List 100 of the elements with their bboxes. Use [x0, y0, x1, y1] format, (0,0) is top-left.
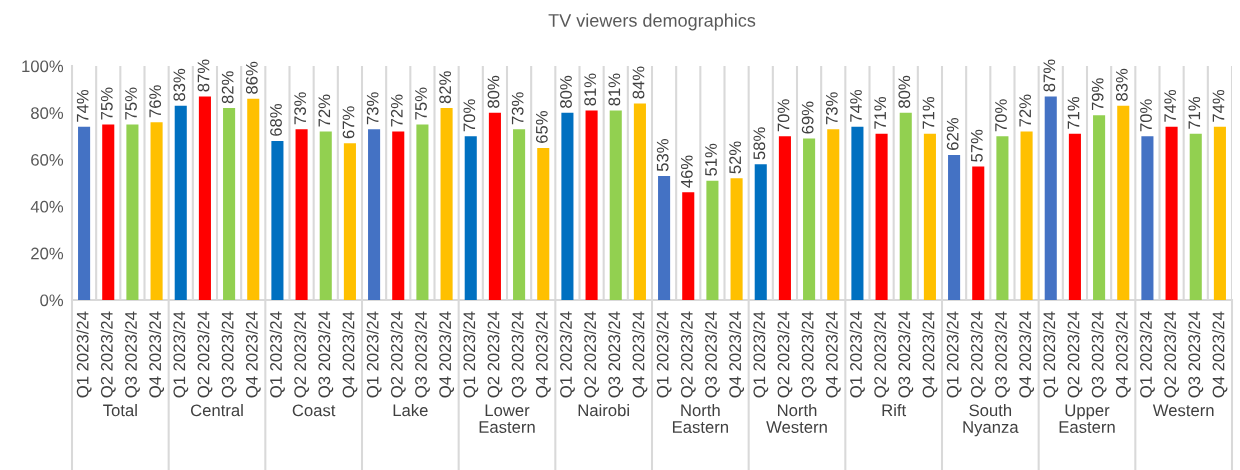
bar	[658, 175, 671, 300]
data-label: 73%	[825, 92, 838, 125]
text: Q4 2023/24	[922, 311, 938, 398]
data-label: 87%	[197, 59, 210, 92]
text: Q4 2023/24	[535, 311, 551, 398]
data-label: 68%	[270, 103, 282, 136]
text: Q1 2023/24	[269, 311, 285, 398]
data-label: 87%	[1043, 59, 1056, 92]
text: Q1 2023/24	[946, 311, 962, 398]
bar	[537, 147, 550, 300]
text: Q4 2023/24	[1212, 311, 1228, 398]
data-label: 70%	[995, 99, 1007, 132]
text: Q3 2023/24	[801, 311, 817, 398]
x-tick-label: Nairobi	[578, 404, 629, 417]
bar	[295, 129, 308, 300]
text: Q4 2023/24	[245, 311, 261, 398]
text: Q3 2023/24	[897, 311, 914, 398]
bar	[827, 129, 840, 300]
bar	[803, 138, 816, 300]
text: Q4 2023/24	[632, 311, 648, 398]
x-tick-label: Western	[1152, 404, 1214, 417]
bar	[585, 110, 598, 300]
data-label: 71%	[1188, 96, 1201, 129]
data-label: 57%	[970, 129, 983, 162]
data-label: 82%	[439, 71, 452, 104]
bar	[368, 129, 381, 300]
text: Q1 2023/24	[559, 311, 575, 398]
text: Q2 2023/24	[777, 311, 793, 398]
text: Q3 2023/24	[124, 311, 140, 398]
bar	[875, 133, 888, 300]
bar	[271, 140, 284, 300]
data-label: 82%	[221, 71, 234, 104]
text: Q4 2023/24	[1115, 311, 1131, 398]
text: Q3 2023/24	[317, 311, 334, 398]
data-label: 81%	[584, 73, 597, 106]
text: Q3 2023/24	[221, 311, 237, 398]
bar	[561, 112, 574, 300]
text: Q1 2023/24	[462, 311, 479, 398]
text: Q1 2023/24	[76, 311, 92, 398]
text: Q2 2023/24	[1163, 311, 1180, 398]
data-label: 70%	[777, 99, 790, 132]
bar	[609, 110, 622, 300]
text: Q2 2023/24	[970, 311, 986, 398]
bar	[1165, 126, 1178, 300]
x-tick-label: North Eastern	[672, 404, 728, 433]
bar	[972, 166, 985, 300]
data-label: 76%	[149, 85, 162, 118]
data-label: 74%	[850, 89, 862, 122]
bar	[126, 124, 139, 300]
data-label: 80%	[560, 75, 572, 108]
text: Q3 2023/24	[1187, 311, 1204, 398]
data-label: 69%	[801, 101, 814, 134]
data-label: 73%	[294, 92, 307, 125]
text: Q1 2023/24	[172, 311, 189, 398]
data-label: 74%	[1164, 89, 1176, 122]
data-label: 73%	[511, 92, 524, 125]
y-tick-label: 0%	[40, 294, 64, 307]
text: Q1 2023/24	[849, 311, 865, 398]
bar	[488, 112, 501, 300]
data-label: 75%	[100, 87, 113, 120]
data-label: 72%	[390, 94, 403, 127]
data-label: 58%	[753, 127, 766, 160]
bar	[706, 180, 719, 300]
x-tick-label: Rift	[882, 404, 907, 417]
x-tick-label: Lower Eastern	[479, 404, 535, 433]
data-label: 81%	[608, 73, 621, 106]
data-label: 70%	[463, 99, 476, 132]
bar	[1068, 133, 1081, 300]
y-tick-label: 100%	[22, 60, 64, 73]
data-label: 53%	[656, 139, 669, 172]
data-label: 74%	[1212, 89, 1225, 122]
y-tick-label: 20%	[31, 247, 64, 260]
text: Q3 2023/24	[704, 311, 720, 398]
text: Q4 2023/24	[342, 311, 358, 398]
text: Q4 2023/24	[148, 311, 165, 398]
data-label: 72%	[1019, 94, 1031, 127]
data-label: 72%	[318, 94, 331, 127]
data-label: 62%	[946, 117, 959, 150]
bar	[1213, 126, 1226, 300]
data-label: 75%	[125, 87, 137, 120]
y-tick-label: 80%	[31, 107, 64, 119]
text: Q2 2023/24	[390, 311, 406, 398]
text: Q3 2023/24	[607, 311, 624, 398]
bar	[392, 131, 405, 300]
bar	[1141, 136, 1154, 300]
text: Q2 2023/24	[873, 311, 890, 398]
text: Q2 2023/24	[197, 311, 213, 398]
text: Q1 2023/24	[366, 311, 382, 398]
bar	[102, 124, 115, 300]
bar	[223, 108, 236, 300]
bar	[78, 126, 91, 300]
data-label: 71%	[874, 96, 886, 129]
bar	[996, 136, 1009, 300]
data-label: 71%	[922, 96, 935, 129]
text: Q2 2023/24	[583, 311, 600, 398]
bar	[174, 105, 187, 300]
text: Q1 2023/24	[1139, 311, 1155, 398]
bar	[198, 96, 211, 300]
bar	[899, 112, 912, 300]
bar	[247, 98, 260, 300]
